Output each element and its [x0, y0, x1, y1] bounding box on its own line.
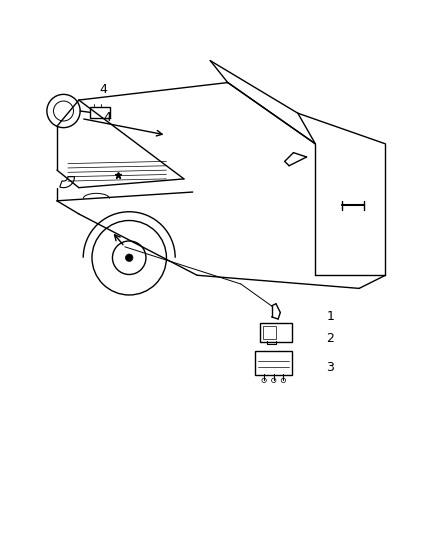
FancyBboxPatch shape	[260, 322, 292, 342]
Bar	[263, 326, 276, 339]
Text: 4: 4	[99, 83, 107, 95]
Wedge shape	[60, 177, 74, 188]
Circle shape	[125, 254, 133, 262]
Text: 1: 1	[326, 310, 334, 324]
Text: 4: 4	[103, 111, 111, 124]
Text: 2: 2	[326, 332, 334, 345]
FancyBboxPatch shape	[255, 351, 292, 375]
Text: 3: 3	[326, 361, 334, 374]
Bar	[90, 107, 110, 118]
